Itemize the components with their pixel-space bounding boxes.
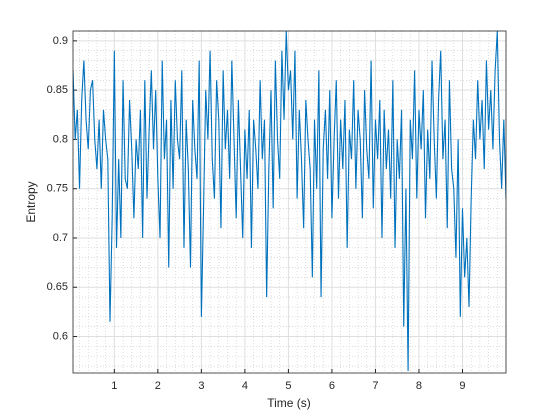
x-tick-label: 4 [242,380,248,392]
x-tick-label: 7 [372,380,378,392]
y-tick-label: 0.85 [47,84,68,96]
y-tick-label: 0.65 [47,281,68,293]
x-tick-label: 2 [155,380,161,392]
y-tick-label: 0.8 [53,133,68,145]
y-tick-label: 0.9 [53,35,68,47]
axes-box [72,30,507,374]
x-axis-label: Time (s) [267,396,311,410]
y-tick-label: 0.6 [53,330,68,342]
y-tick-label: 0.75 [47,183,68,195]
x-tick-label: 5 [285,380,291,392]
data-line [73,31,506,372]
x-tick-label: 6 [329,380,335,392]
x-tick-label: 3 [198,380,204,392]
y-tick-label: 0.7 [53,232,68,244]
y-axis-label: Entropy [24,181,38,222]
x-tick-label: 1 [111,380,117,392]
x-tick-label: 8 [416,380,422,392]
x-tick-label: 9 [459,380,465,392]
